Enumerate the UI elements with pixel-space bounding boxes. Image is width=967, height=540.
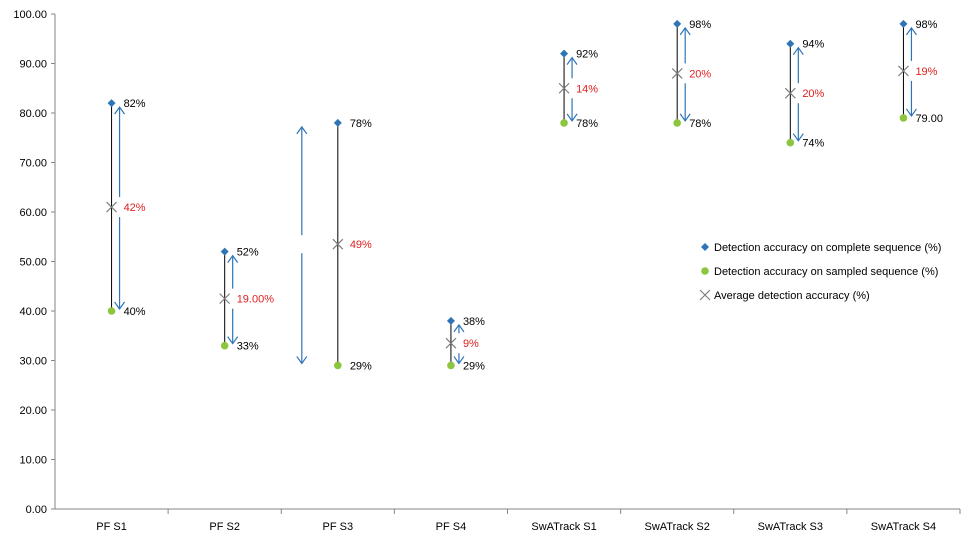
point-sampled-circle [334,361,342,370]
arrow-head [679,26,691,36]
arrow-head [792,46,804,56]
data-label-difference: 19% [915,66,937,78]
data-label-complete: 52% [237,247,259,259]
legend-marker-x [699,289,711,301]
data-label-complete: 82% [124,98,146,110]
data-label-difference: 19.00% [237,294,275,306]
arrow-head [453,356,465,365]
point-average-x [332,238,344,250]
arrow-head [227,336,239,345]
x-tick-label: PF S2 [209,521,240,533]
point-sampled-circle [899,114,908,122]
y-tick-label: 100.00 [13,9,47,21]
y-tick-label: 20.00 [19,405,47,417]
point-complete-diamond [560,49,569,58]
data-label-difference: 9% [463,338,479,350]
y-tick-label: 30.00 [19,356,47,368]
arrow-head [905,108,917,117]
y-tick-label: 60.00 [19,207,47,219]
point-complete-diamond [786,39,795,48]
marks-layer: 82% 40% 42% 52% 33% 19.00% 78% 29% 49% 38% 29% 9% 92… [106,19,943,372]
data-label-complete: 38% [463,316,485,328]
arrow-head [566,113,578,122]
x-tick-label: SwATrack S1 [531,521,596,533]
arrow-head [296,125,308,135]
x-tick-label: PF S1 [96,521,127,533]
data-label-difference: 20% [689,68,711,80]
data-label-sampled: 29% [463,360,485,372]
arrow-head [114,106,126,115]
y-tick-label: 10.00 [19,455,47,467]
point-sampled-circle [107,307,116,315]
arrow-head [566,56,578,65]
x-tick-label: PF S3 [323,521,354,533]
point-complete-diamond [107,99,116,108]
data-label-sampled: 29% [350,360,372,372]
y-tick-label: 50.00 [19,257,47,269]
y-tick-label: 70.00 [19,158,47,170]
data-label-difference: 14% [576,83,598,95]
point-average-x [106,201,117,213]
point-sampled-circle [447,361,455,370]
data-label-difference: 20% [802,88,824,100]
data-label-sampled: 78% [689,118,711,130]
point-complete-diamond [899,19,908,28]
data-label-complete: 92% [576,49,598,61]
data-label-sampled: 74% [802,138,824,150]
point-sampled-circle [560,119,568,127]
legend: Detection accuracy on complete sequence … [699,242,941,302]
data-label-difference: 49% [350,239,372,251]
data-label-complete: 98% [915,19,937,31]
point-average-x [784,87,796,99]
point-average-x [219,293,231,305]
data-label-sampled: 33% [237,341,259,353]
data-label-complete: 94% [802,39,824,51]
point-complete-diamond [673,19,682,28]
y-tick-label: 80.00 [19,108,47,120]
point-average-x [898,65,909,77]
legend-marker-diamond [701,243,709,251]
x-tick-label: SwATrack S4 [871,521,936,533]
x-tick-label: PF S4 [436,521,467,533]
arrow-head [679,113,691,122]
data-label-difference: 42% [124,202,146,214]
arrow-head [296,356,308,365]
arrow-head [905,26,917,36]
point-average-x [445,337,457,349]
point-complete-diamond [333,118,342,127]
point-sampled-circle [220,341,229,350]
x-tick-label: SwATrack S2 [644,521,709,533]
data-label-complete: 78% [350,118,372,130]
arrow-head [453,323,465,333]
axis-layer: 0.00 10.00 20.00 30.00 40.00 50.00 60.00 70.00 8… [13,9,961,533]
arrow-head [227,254,239,263]
point-average-x [558,82,570,94]
y-tick-label: 90.00 [19,59,47,71]
point-complete-diamond [446,316,455,325]
point-sampled-circle [786,138,795,147]
arrow-head [792,133,804,142]
point-sampled-circle [673,119,681,127]
legend-label-complete: Detection accuracy on complete sequence … [714,242,941,254]
arrow-head [114,301,126,311]
point-average-x [671,67,683,79]
y-tick-label: 0.00 [26,504,47,516]
legend-marker-circle [701,267,709,275]
data-label-sampled: 40% [124,306,146,318]
point-complete-diamond [220,247,229,256]
legend-label-sampled: Detection accuracy on sampled sequence (… [714,266,938,278]
data-label-sampled: 79.00 [915,113,943,125]
data-label-sampled: 78% [576,118,598,130]
data-label-complete: 98% [689,19,711,31]
y-tick-label: 40.00 [19,306,47,318]
x-tick-label: SwATrack S3 [758,521,823,533]
legend-label-average: Average detection accuracy (%) [714,290,870,302]
